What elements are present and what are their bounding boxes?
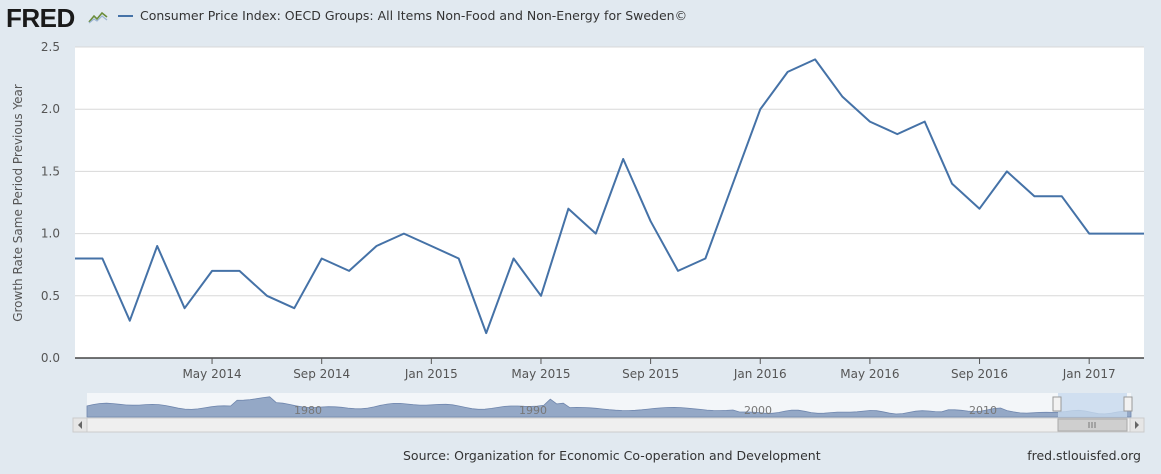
scrollbar-track[interactable] xyxy=(72,417,1145,433)
data-point[interactable] xyxy=(374,243,380,249)
navigator-label: 1990 xyxy=(519,404,547,417)
scrollbar[interactable] xyxy=(72,417,1145,433)
navigator-label: 2000 xyxy=(744,404,772,417)
grip-icon xyxy=(1088,422,1096,428)
data-point[interactable] xyxy=(182,305,188,311)
data-point[interactable] xyxy=(538,293,544,299)
data-point[interactable] xyxy=(977,206,983,212)
gridlines xyxy=(75,46,1144,297)
data-point[interactable] xyxy=(785,69,791,75)
data-point[interactable] xyxy=(1059,193,1065,199)
data-point[interactable] xyxy=(620,156,626,162)
data-point[interactable] xyxy=(565,206,571,212)
x-tick-label: May 2014 xyxy=(182,367,241,381)
y-axis-label: Growth Rate Same Period Previous Year xyxy=(11,84,25,322)
data-point[interactable] xyxy=(1004,168,1010,174)
y-tick-label: 0.5 xyxy=(41,289,60,303)
data-point[interactable] xyxy=(209,268,215,274)
header: FRED Consumer Price Index: OECD Groups: … xyxy=(0,0,1161,36)
y-tick-label: 1.0 xyxy=(41,227,60,241)
data-point[interactable] xyxy=(730,181,736,187)
source-url-link[interactable]: fred.stlouisfed.org xyxy=(1027,448,1141,463)
data-point[interactable] xyxy=(154,243,160,249)
x-tick-label: Jan 2015 xyxy=(404,367,458,381)
data-point[interactable] xyxy=(456,256,462,262)
data-point[interactable] xyxy=(812,56,818,62)
x-tick-label: Sep 2014 xyxy=(293,367,350,381)
navigator-label: 2010 xyxy=(969,404,997,417)
plot-background xyxy=(75,47,1144,358)
navigator-handle-left[interactable] xyxy=(1052,396,1062,412)
legend-item[interactable]: Consumer Price Index: OECD Groups: All I… xyxy=(118,8,687,23)
y-tick-label: 2.0 xyxy=(41,102,60,116)
data-point[interactable] xyxy=(840,94,846,100)
arrow-left-icon xyxy=(78,421,82,429)
fred-logo[interactable]: FRED xyxy=(6,3,75,33)
navigator-label: 1980 xyxy=(294,404,322,417)
legend-swatch xyxy=(118,14,133,17)
navigator[interactable]: 1980 1990 2000 2010 xyxy=(86,393,1133,418)
data-point[interactable] xyxy=(99,256,105,262)
navigator-handle-right[interactable] xyxy=(1123,396,1133,412)
data-point[interactable] xyxy=(1141,231,1147,237)
navigator-selection[interactable] xyxy=(1058,393,1127,417)
data-point[interactable] xyxy=(675,268,681,274)
data-point[interactable] xyxy=(346,268,352,274)
y-axis: 0.0 0.5 1.0 1.5 2.0 2.5 xyxy=(41,40,60,365)
data-point[interactable] xyxy=(894,131,900,137)
series-line[interactable] xyxy=(75,58,1144,335)
x-tick-label: Jan 2016 xyxy=(733,367,787,381)
data-point[interactable] xyxy=(867,119,873,125)
data-point[interactable] xyxy=(648,218,654,224)
legend-label: Consumer Price Index: OECD Groups: All I… xyxy=(140,8,688,23)
y-tick-label: 0.0 xyxy=(41,351,60,365)
data-point[interactable] xyxy=(72,256,78,262)
data-point[interactable] xyxy=(1086,231,1092,237)
data-point[interactable] xyxy=(428,243,434,249)
source-note: Source: Organization for Economic Co-ope… xyxy=(403,448,821,463)
data-point[interactable] xyxy=(757,106,763,112)
graph-sparkline-icon xyxy=(88,8,108,24)
data-point[interactable] xyxy=(1114,231,1120,237)
data-point[interactable] xyxy=(702,256,708,262)
series-group xyxy=(72,56,1147,336)
data-point[interactable] xyxy=(401,231,407,237)
data-point[interactable] xyxy=(237,268,243,274)
x-tick-label: May 2015 xyxy=(511,367,570,381)
arrow-right-icon xyxy=(1135,421,1139,429)
data-point[interactable] xyxy=(1031,193,1037,199)
x-tick-label: Sep 2016 xyxy=(951,367,1008,381)
y-tick-label: 1.5 xyxy=(41,164,60,178)
data-point[interactable] xyxy=(593,231,599,237)
x-axis: May 2014 Sep 2014 Jan 2015 May 2015 Sep 2015… xyxy=(75,357,1144,381)
data-point[interactable] xyxy=(291,305,297,311)
y-tick-label: 2.5 xyxy=(41,40,60,54)
data-point[interactable] xyxy=(127,318,133,324)
data-point[interactable] xyxy=(511,256,517,262)
data-point[interactable] xyxy=(922,119,928,125)
data-point[interactable] xyxy=(264,293,270,299)
x-tick-label: May 2016 xyxy=(840,367,899,381)
x-tick-label: Sep 2015 xyxy=(622,367,679,381)
data-point[interactable] xyxy=(949,181,955,187)
navigator-area xyxy=(86,396,1132,418)
data-point[interactable] xyxy=(483,330,489,336)
x-tick-label: Jan 2017 xyxy=(1062,367,1116,381)
data-point[interactable] xyxy=(319,256,325,262)
